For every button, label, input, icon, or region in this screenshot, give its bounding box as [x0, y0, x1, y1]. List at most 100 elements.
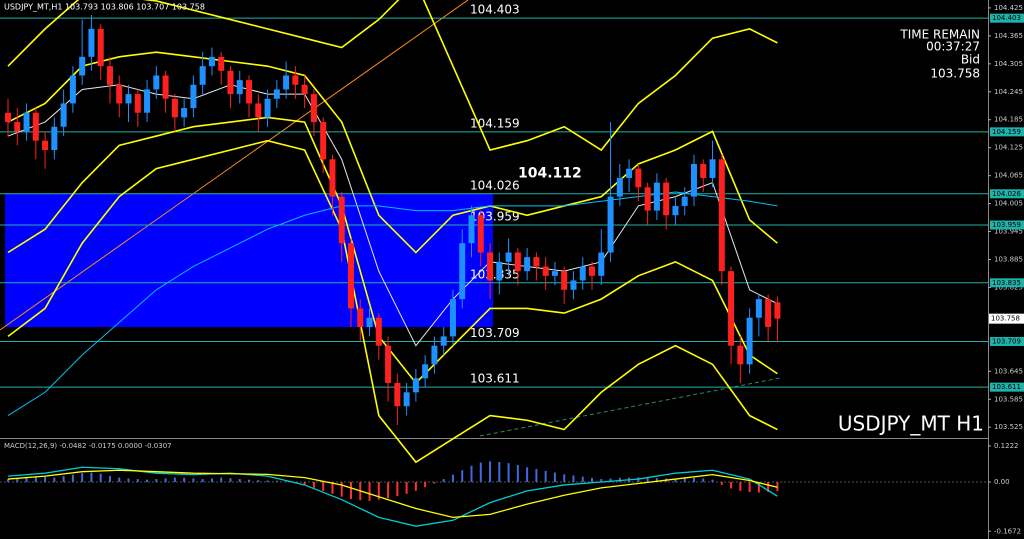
candle-body [171, 98, 178, 118]
macd-tick-label: 0.1222 [994, 442, 1019, 450]
candle-body [496, 261, 503, 281]
candle-body [273, 89, 280, 99]
candle-body [644, 187, 651, 211]
candle-body [598, 252, 605, 276]
candle-body [616, 177, 623, 197]
y-tick-label: 103.945 [994, 228, 1023, 236]
candle-body [338, 196, 345, 244]
candle-body [347, 243, 354, 309]
level-box [990, 220, 1024, 230]
candle-body [431, 345, 438, 365]
bid-label: Bid [961, 53, 980, 67]
y-tick-label: 103.585 [994, 395, 1023, 403]
chart-title: USDJPY_MT,H1 103.793 103.806 103.707 103… [4, 3, 205, 12]
indicator-line [7, 116, 778, 385]
timer: 00:37:27 [926, 40, 980, 54]
level-box-label: 103.959 [992, 221, 1021, 229]
candle-body [385, 345, 392, 383]
y-tick-label: 104.185 [994, 116, 1023, 124]
level-label: 103.709 [470, 326, 520, 340]
candle-body [199, 66, 206, 85]
candle-body [394, 382, 401, 407]
candle-body [459, 243, 466, 300]
candle-body [320, 122, 327, 160]
y-tick-label: 103.825 [994, 283, 1023, 291]
candle-body [765, 299, 772, 328]
zone [5, 193, 493, 328]
y-tick-label: 103.885 [994, 255, 1023, 263]
candle-body [607, 196, 614, 253]
candle-body [449, 299, 456, 337]
candle-body [700, 163, 707, 178]
candle-body [246, 80, 253, 104]
macd-title: MACD(12,26,9) -0.0482 -0.0175 0.0000 -0.… [4, 442, 172, 450]
candle-body [162, 75, 169, 99]
level-label: 104.403 [470, 3, 520, 17]
candle-body [718, 159, 725, 272]
candle-body [106, 66, 113, 85]
candle-body [60, 103, 67, 127]
candle-body [468, 215, 475, 244]
level-box [990, 278, 1024, 288]
candle-body [97, 28, 104, 67]
timer-label: TIME REMAIN [899, 28, 980, 42]
candle-body [366, 317, 373, 328]
candle-body [236, 80, 243, 95]
y-tick-label: 103.525 [994, 423, 1023, 431]
candle-body [440, 336, 447, 346]
y-tick-label: 104.245 [994, 88, 1023, 96]
candle-body [190, 84, 197, 109]
candle-body [579, 266, 586, 281]
annotation: 104.112 [518, 166, 582, 182]
candle-body [690, 163, 697, 197]
level-label: 103.611 [470, 372, 520, 386]
level-box-label: 103.611 [992, 383, 1021, 391]
candle-body [635, 168, 642, 188]
level-box [990, 336, 1024, 346]
candle-body [292, 75, 299, 85]
level-box [990, 127, 1024, 137]
trend-line [0, 0, 469, 331]
candle-body [69, 75, 76, 104]
level-label: 104.026 [470, 178, 520, 192]
level-box-label: 103.835 [992, 279, 1021, 287]
candle-body [329, 159, 336, 197]
candle-body [23, 112, 30, 132]
level-box-label: 104.403 [992, 14, 1021, 22]
candle-body [755, 299, 762, 318]
level-label: 104.159 [470, 116, 520, 130]
candle-body [403, 392, 410, 407]
candle-body [514, 252, 521, 272]
zone-layer [5, 193, 493, 328]
candle-body [626, 168, 633, 178]
y-tick-label: 104.305 [994, 60, 1023, 68]
y-tick-label: 104.425 [994, 4, 1023, 12]
y-tick-label: 104.125 [994, 144, 1023, 152]
candle-body [125, 94, 132, 104]
candle-body [663, 182, 670, 216]
candle-body [422, 364, 429, 379]
candle-body [737, 345, 744, 365]
level-box-label: 103.709 [992, 337, 1021, 345]
level-box [990, 189, 1024, 199]
indicator-line [7, 139, 778, 464]
level-box [990, 13, 1024, 23]
watermark: USDJPY_MT H1 [838, 412, 984, 436]
candle-body [144, 89, 151, 113]
level-box-label: 104.159 [992, 128, 1021, 136]
candle-body [375, 317, 382, 346]
candle-body [357, 308, 364, 328]
candle-body [487, 252, 494, 281]
candle-body [208, 56, 215, 67]
level-label: 103.835 [470, 267, 520, 281]
y-tick-label: 104.005 [994, 200, 1023, 208]
candle-body [505, 252, 512, 262]
candle-body [153, 75, 160, 90]
candle-body [774, 302, 781, 319]
candle-body [283, 75, 290, 90]
candle-body [310, 94, 317, 123]
candle-body [301, 84, 308, 95]
candle-body [542, 266, 549, 276]
candle-body [477, 215, 484, 253]
